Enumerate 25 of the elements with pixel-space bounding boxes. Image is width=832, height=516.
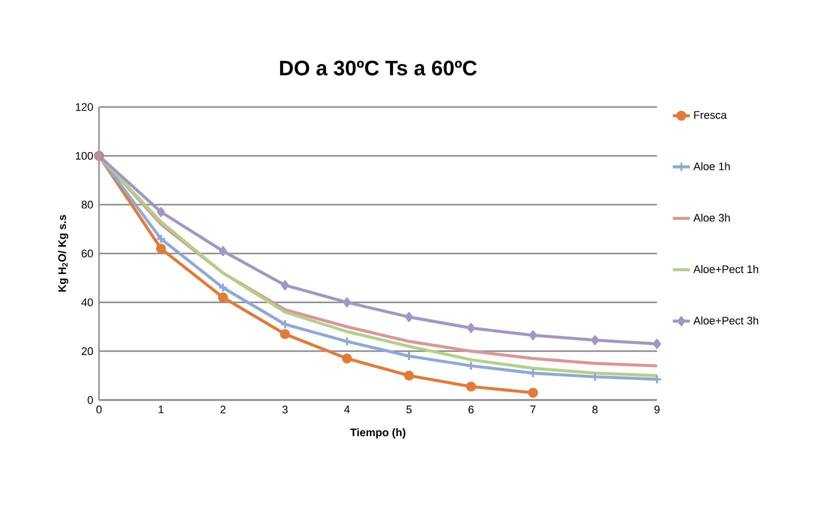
legend-label: Aloe+Pect 1h bbox=[693, 265, 758, 274]
x-axis-title: Tiempo (h) bbox=[350, 428, 406, 438]
y-tick-label: 80 bbox=[82, 200, 93, 209]
y-tick-label: 40 bbox=[81, 298, 93, 306]
y-tick-label: 0 bbox=[88, 396, 93, 404]
y-axis-title: Kg H$_{2}$O/ Kg s.s bbox=[58, 215, 68, 292]
x-tick-label: 6 bbox=[468, 406, 474, 414]
x-tick-label: 3 bbox=[282, 406, 288, 414]
x-tick-label: 9 bbox=[654, 406, 660, 414]
x-tick-label: 8 bbox=[592, 406, 598, 414]
x-tick-label: 5 bbox=[406, 406, 412, 414]
legend-label: Fresca bbox=[694, 111, 727, 119]
legend-label: Aloe+Pect 3h bbox=[693, 316, 758, 325]
y-tick-label: 100 bbox=[76, 152, 93, 160]
y-tick-label: 20 bbox=[82, 347, 93, 356]
x-tick-label: 0 bbox=[96, 406, 102, 414]
legend-label: Aloe 1h bbox=[693, 162, 730, 170]
y-tick-label: 120 bbox=[76, 103, 93, 111]
x-tick-label: 2 bbox=[220, 406, 226, 414]
x-tick-label: 7 bbox=[530, 406, 536, 414]
y-tick-label: 60 bbox=[82, 250, 93, 258]
x-tick-label: 4 bbox=[344, 406, 350, 414]
x-tick-label: 1 bbox=[158, 406, 164, 414]
legend-label: Aloe 3h bbox=[693, 214, 730, 222]
chart-title: DO a 30ºC Ts a 60ºC bbox=[280, 60, 477, 76]
